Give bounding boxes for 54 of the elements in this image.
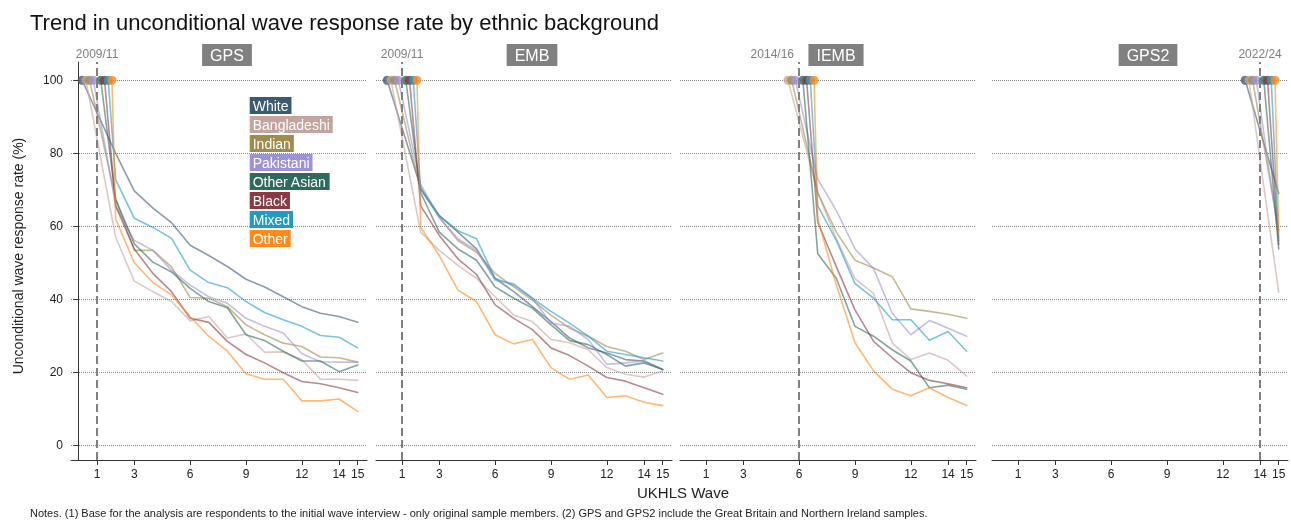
x-tick-label: 9 bbox=[547, 467, 555, 481]
x-tick-label: 6 bbox=[491, 467, 499, 481]
x-tick-label: 1 bbox=[93, 467, 101, 481]
text: Mixed bbox=[252, 211, 291, 228]
chart-subtitle: GPS2 bbox=[1126, 46, 1170, 64]
y-tick-label: 0 bbox=[56, 438, 64, 453]
annotation: 2009/11 bbox=[380, 47, 424, 61]
x-tick-label: 12 bbox=[1216, 467, 1230, 481]
chart-subtitle: EMB bbox=[514, 46, 550, 64]
annotation: 2022/24 bbox=[1238, 47, 1283, 61]
x-tick-label: 12 bbox=[295, 467, 309, 481]
x-tick-label: 1 bbox=[1014, 467, 1022, 481]
x-tick-label: 9 bbox=[851, 467, 859, 481]
x-tick-label: 12 bbox=[600, 467, 614, 481]
text: Other Asian bbox=[252, 173, 326, 190]
chart-subtitle: IEMB bbox=[816, 46, 856, 64]
x-tick-label: 14 bbox=[1253, 467, 1268, 481]
x-tick-label: 1 bbox=[702, 467, 710, 481]
x-tick-label: 14 bbox=[332, 467, 347, 481]
y-tick-label: 40 bbox=[49, 292, 64, 307]
x-tick-label: 6 bbox=[1107, 467, 1115, 481]
text: White bbox=[252, 97, 289, 114]
x-tick-label: 14 bbox=[637, 467, 652, 481]
x-tick-label: 9 bbox=[242, 467, 250, 481]
y-tick-label: 60 bbox=[49, 219, 64, 234]
x-tick-label: 6 bbox=[795, 467, 803, 481]
x-tick-label: 15 bbox=[656, 467, 670, 481]
text: Black bbox=[252, 192, 288, 209]
x-tick-label: 12 bbox=[904, 467, 918, 481]
x-axis-title: UKHLS Wave bbox=[637, 484, 729, 501]
chart-title: Trend in unconditional wave response rate by ethnic background bbox=[30, 10, 660, 36]
x-tick-label: 1 bbox=[398, 467, 406, 481]
y-tick-label: 20 bbox=[49, 365, 64, 380]
y-axis-title: Unconditional wave response rate (%) bbox=[10, 137, 26, 375]
text: Other bbox=[252, 230, 289, 247]
x-tick-label: 3 bbox=[435, 467, 443, 481]
x-tick-label: 14 bbox=[941, 467, 956, 481]
text: Bangladeshi bbox=[252, 116, 330, 133]
x-tick-label: 15 bbox=[960, 467, 974, 481]
x-tick-label: 6 bbox=[186, 467, 194, 481]
chart-subtitle: GPS bbox=[210, 46, 244, 64]
text: Pakistani bbox=[252, 154, 310, 171]
x-tick-label: 15 bbox=[351, 467, 365, 481]
annotation: 2009/11 bbox=[75, 47, 119, 61]
x-tick-label: 15 bbox=[1272, 467, 1286, 481]
text: Indian bbox=[252, 135, 291, 152]
annotation: 2014/16 bbox=[750, 47, 795, 61]
x-tick-label: 3 bbox=[1051, 467, 1059, 481]
x-tick-label: 9 bbox=[1163, 467, 1171, 481]
y-tick-label: 100 bbox=[42, 73, 64, 88]
text: Notes. (1) Base for the analysis are respondents to the initial wave interview - only original sample members. (2) GPS and GPS2 include the Great Britain and Northern Ireland samples. bbox=[30, 507, 928, 519]
x-tick-label: 3 bbox=[739, 467, 747, 481]
y-tick-label: 80 bbox=[49, 146, 64, 161]
x-tick-label: 3 bbox=[130, 467, 138, 481]
